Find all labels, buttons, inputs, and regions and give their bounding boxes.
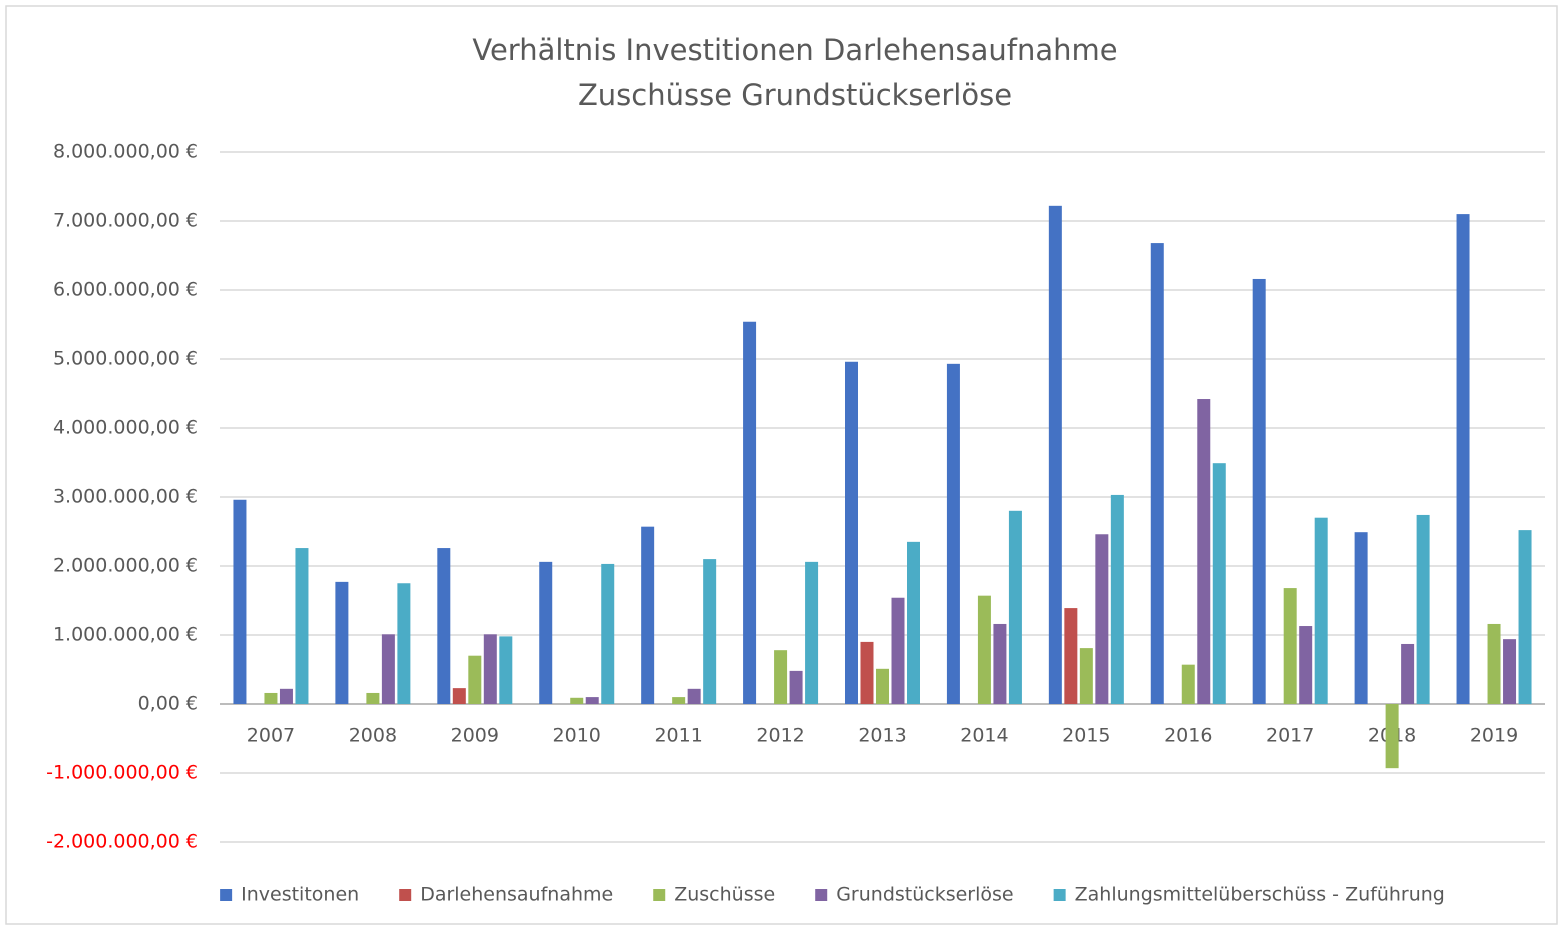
bar xyxy=(977,595,991,704)
x-tick-label: 2013 xyxy=(858,725,906,747)
x-tick-label: 2008 xyxy=(349,725,397,747)
y-tick-label: 4.000.000,00 € xyxy=(53,417,198,439)
bar xyxy=(335,581,349,704)
bar xyxy=(993,623,1007,704)
bar xyxy=(641,526,655,704)
y-tick-label: 8.000.000,00 € xyxy=(53,141,198,163)
legend-label: Investitonen xyxy=(241,884,359,906)
legend-swatch xyxy=(1053,889,1066,901)
bar xyxy=(1416,514,1430,704)
x-tick-label: 2010 xyxy=(553,725,601,747)
y-tick-label: -2.000.000,00 € xyxy=(46,831,198,853)
bar xyxy=(907,541,920,704)
bar xyxy=(585,697,599,704)
legend-swatch xyxy=(220,889,233,901)
bar xyxy=(876,668,889,704)
bar xyxy=(774,650,788,704)
y-tick-label: 0,00 € xyxy=(138,693,198,715)
legend-label: Grundstückserlöse xyxy=(836,884,1013,906)
bar xyxy=(946,363,960,704)
legend-label: Zuschüsse xyxy=(674,884,775,906)
bar xyxy=(672,697,686,704)
bar xyxy=(687,688,701,704)
bar xyxy=(1252,278,1266,704)
y-tick-label: -1.000.000,00 € xyxy=(46,762,198,784)
x-tick-label: 2014 xyxy=(960,725,1008,747)
bar xyxy=(1079,648,1093,704)
bar xyxy=(1487,623,1501,704)
bar xyxy=(860,641,874,704)
bar xyxy=(1110,494,1124,704)
bar xyxy=(437,548,451,704)
bar xyxy=(1048,205,1062,704)
bar xyxy=(1314,517,1328,704)
bar xyxy=(1197,399,1211,704)
bar xyxy=(264,692,278,704)
bar xyxy=(1283,588,1297,704)
bar xyxy=(789,670,803,704)
x-tick-label: 2016 xyxy=(1164,725,1212,747)
bar xyxy=(845,361,858,704)
bar xyxy=(1385,704,1399,769)
bar xyxy=(279,688,293,704)
bar xyxy=(366,692,380,704)
bar xyxy=(891,597,905,704)
bar xyxy=(452,688,466,704)
legend-label: Darlehensaufnahme xyxy=(420,884,613,906)
chart-title: Verhältnis Investitionen Darlehensaufnah… xyxy=(472,33,1117,67)
y-tick-label: 2.000.000,00 € xyxy=(53,555,198,577)
x-tick-label: 2019 xyxy=(1470,725,1518,747)
bar xyxy=(601,563,615,704)
legend-label: Zahlungsmittelüberschüss - Zuführung xyxy=(1075,884,1445,906)
y-tick-label: 1.000.000,00 € xyxy=(53,624,198,646)
bar xyxy=(499,636,513,704)
bar xyxy=(468,655,482,704)
bar xyxy=(1401,643,1415,704)
x-tick-label: 2007 xyxy=(247,725,295,747)
legend-swatch xyxy=(399,889,412,901)
x-tick-label: 2015 xyxy=(1062,725,1110,747)
bar xyxy=(1456,214,1470,704)
bar xyxy=(805,561,819,704)
bar xyxy=(483,634,497,704)
bar xyxy=(1064,608,1078,704)
bar xyxy=(1503,639,1517,704)
bar xyxy=(1299,626,1313,704)
bar xyxy=(381,634,395,704)
x-tick-label: 2017 xyxy=(1266,725,1314,747)
bar xyxy=(1150,243,1164,704)
y-tick-label: 7.000.000,00 € xyxy=(53,210,198,232)
y-tick-label: 6.000.000,00 € xyxy=(53,279,198,301)
bar xyxy=(703,559,717,704)
x-tick-label: 2009 xyxy=(451,725,499,747)
y-tick-label: 3.000.000,00 € xyxy=(53,486,198,508)
bar xyxy=(1181,664,1195,704)
bar xyxy=(233,499,247,704)
x-tick-label: 2012 xyxy=(756,725,804,747)
bar xyxy=(570,697,584,704)
bar xyxy=(295,548,309,704)
y-tick-label: 5.000.000,00 € xyxy=(53,348,198,370)
chart-frame xyxy=(5,5,1558,925)
bar xyxy=(1518,530,1532,704)
legend-swatch xyxy=(815,889,828,901)
bar xyxy=(1095,534,1109,704)
bar xyxy=(1212,463,1226,704)
bar xyxy=(743,321,757,704)
bar xyxy=(539,561,553,704)
chart-title: Zuschüsse Grundstückserlöse xyxy=(578,78,1012,112)
bar xyxy=(1354,532,1368,704)
bar xyxy=(397,583,411,704)
x-tick-label: 2011 xyxy=(654,725,702,747)
bar xyxy=(1008,510,1022,704)
legend-swatch xyxy=(653,889,666,901)
